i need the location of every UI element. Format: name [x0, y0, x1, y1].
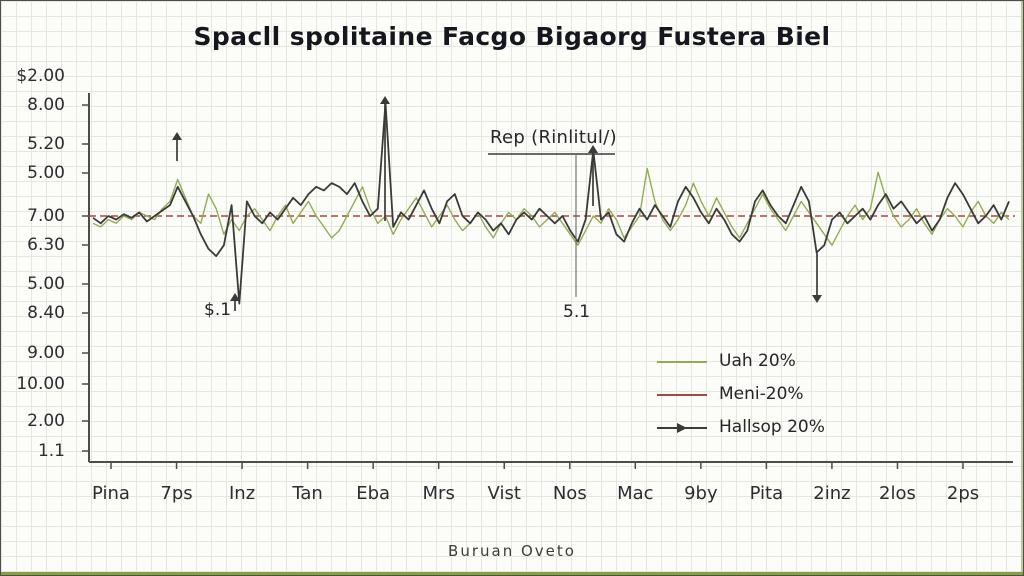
annotation-down-spike-label: $.1 [204, 300, 232, 320]
x-tick-label: Nos [552, 483, 587, 504]
y-tick-label: 10.00 [16, 374, 65, 394]
x-tick-label: Vist [487, 483, 521, 504]
y-tick-label: 5.00 [27, 163, 65, 183]
x-tick-label: 9by [684, 483, 718, 504]
y-tick-label: 1.1 [37, 441, 65, 461]
legend-item: Meni-20% [657, 377, 825, 410]
y-tick-label: 8.40 [27, 303, 65, 323]
x-tick-label: Eba [356, 483, 391, 504]
x-tick-label: 2inz [813, 483, 851, 504]
legend-label: Hallsop 20% [719, 416, 825, 437]
legend-label: Uah 20% [719, 350, 796, 371]
chart-title: Spacll spolitaine Facgo Bigaorg Fustera … [193, 22, 831, 51]
x-tick-label: 2los [879, 483, 916, 504]
y-tick-label: 7.00 [27, 206, 65, 226]
legend: Uah 20% Meni-20% Hallsop 20% [657, 344, 825, 443]
legend-swatch-line [657, 354, 707, 368]
annotation-dip-label: 5.1 [563, 302, 591, 322]
x-axis-title: Buruan Oveto [448, 542, 576, 560]
y-tick-label: 6.30 [27, 235, 65, 255]
x-tick-label: Tan [292, 483, 323, 504]
y-tick-label: $2.00 [16, 66, 65, 86]
y-tick-label: 5.20 [27, 134, 65, 154]
x-tick-label: Inz [228, 483, 256, 504]
x-tick-label: 7ps [160, 483, 193, 504]
y-tick-label: 8.00 [27, 95, 65, 115]
y-tick-label: 9.00 [27, 343, 65, 363]
annotation-rep-callout: Rep (Rinlitul/) [490, 127, 617, 148]
legend-label: Meni-20% [719, 383, 804, 404]
x-tick-label: Mac [617, 483, 654, 504]
x-tick-label: 2ps [946, 483, 980, 504]
legend-item: Uah 20% [657, 344, 825, 377]
x-tick-label: Pina [92, 483, 130, 504]
y-tick-label: 5.00 [27, 274, 65, 294]
legend-item: Hallsop 20% [657, 410, 825, 443]
x-tick-label: Mrs [422, 483, 455, 504]
y-tick-label: 2.00 [27, 411, 65, 431]
x-tick-label: Pita [749, 483, 784, 504]
legend-swatch-line [657, 387, 707, 401]
legend-swatch-line [657, 420, 707, 434]
